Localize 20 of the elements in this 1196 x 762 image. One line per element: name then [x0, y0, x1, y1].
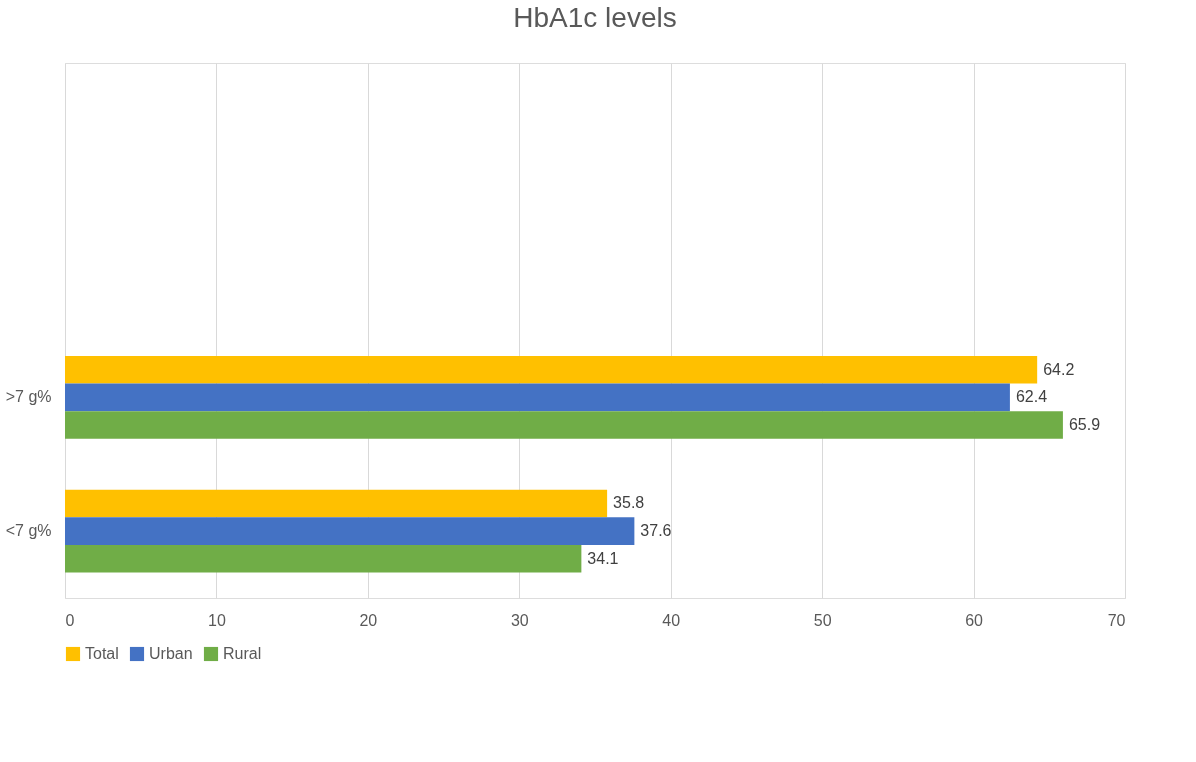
x-tick-label: 10 — [208, 611, 226, 629]
data-label: 37.6 — [640, 522, 672, 540]
y-tick-label: >7 g% — [5, 388, 52, 406]
legend-label: Total — [85, 645, 119, 662]
x-tick-label: 60 — [965, 611, 984, 629]
legend-label: Urban — [149, 645, 193, 662]
x-tick-label: 70 — [1107, 611, 1126, 629]
x-tick-label: 30 — [510, 611, 529, 629]
x-tick-label: 20 — [359, 611, 378, 629]
data-label: 34.1 — [587, 549, 619, 567]
y-tick-label: <7 g% — [5, 522, 52, 540]
x-tick-label: 0 — [65, 611, 75, 629]
legend-label: Rural — [223, 645, 262, 662]
data-label: 64.2 — [1043, 360, 1075, 378]
chart-title: HbA1c levels — [513, 2, 677, 33]
data-label: 62.4 — [1015, 388, 1048, 406]
x-tick-label: 50 — [813, 611, 832, 629]
x-tick-label: 40 — [662, 611, 681, 629]
data-label: 65.9 — [1068, 416, 1101, 434]
data-label: 35.8 — [613, 494, 645, 512]
